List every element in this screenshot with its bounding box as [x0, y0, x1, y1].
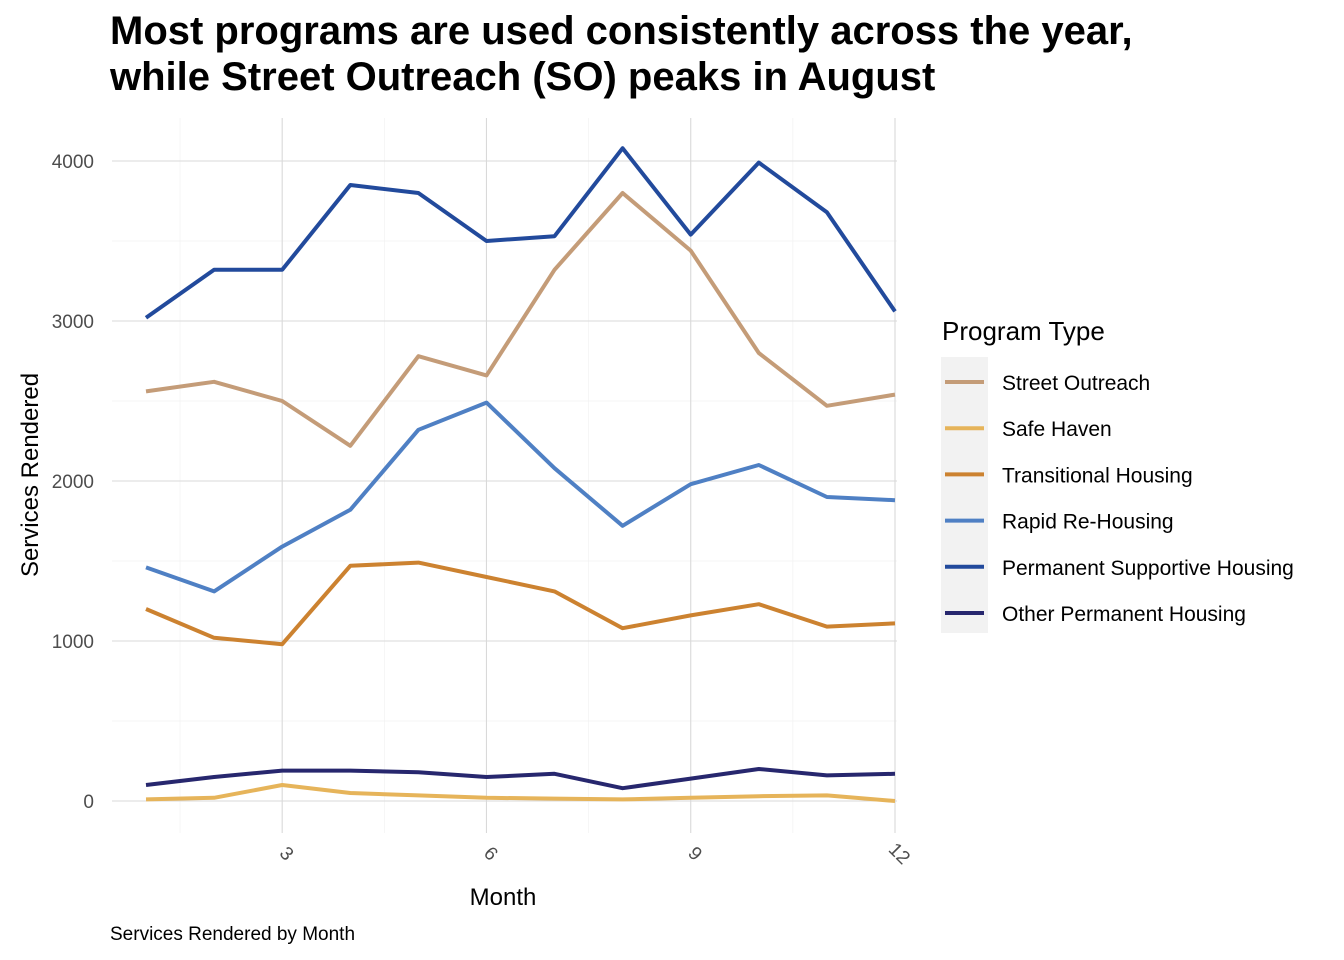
legend-label: Other Permanent Housing: [1002, 603, 1246, 626]
legend-label: Street Outreach: [1002, 372, 1150, 395]
legend-items: Street Outreach Safe Haven Transitional Ho…: [945, 372, 1294, 626]
series-line-street-outreach: [145, 191, 896, 448]
legend-label: Transitional Housing: [1002, 464, 1193, 487]
x-tick-label: 9: [683, 843, 705, 865]
legend-label: Permanent Supportive Housing: [1002, 557, 1294, 580]
y-axis-ticks: 0 1000 2000 3000 4000: [52, 152, 94, 813]
y-tick-label: 0: [83, 792, 94, 813]
y-axis-title: Services Rendered: [17, 373, 44, 577]
x-axis-title: Month: [470, 884, 537, 911]
y-tick-label: 4000: [52, 152, 94, 173]
legend-label: Rapid Re-Housing: [1002, 511, 1174, 534]
legend-key-background: [941, 357, 988, 633]
series-lines: [144, 146, 897, 803]
series-line-transitional-housing: [145, 560, 896, 647]
x-tick-label: 12: [884, 839, 914, 869]
legend-title: Program Type: [942, 316, 1105, 346]
legend: Program Type Street Outreach Safe Haven Tr…: [941, 316, 1294, 633]
y-tick-label: 1000: [52, 632, 94, 653]
y-tick-label: 2000: [52, 472, 94, 493]
y-tick-label: 3000: [52, 312, 94, 333]
chart-caption: Services Rendered by Month: [110, 924, 356, 945]
chart-title-line-2: while Street Outreach (SO) peaks in Augu…: [110, 55, 936, 99]
series-line-safe-haven: [145, 783, 896, 803]
x-tick-label: 3: [275, 843, 297, 865]
grid-lines: [112, 118, 897, 833]
chart-title: Most programs are used consistently acro…: [110, 8, 1310, 100]
series-line-other-permanent-housing: [145, 767, 896, 791]
series-line-rapid-re-housing: [145, 400, 896, 594]
series-line-permanent-supportive-housing: [144, 146, 897, 320]
x-axis-ticks: 3 6 9 12: [275, 839, 914, 869]
x-tick-label: 6: [479, 843, 501, 865]
chart-title-line-1: Most programs are used consistently acro…: [110, 9, 1133, 53]
legend-label: Safe Haven: [1002, 418, 1112, 441]
